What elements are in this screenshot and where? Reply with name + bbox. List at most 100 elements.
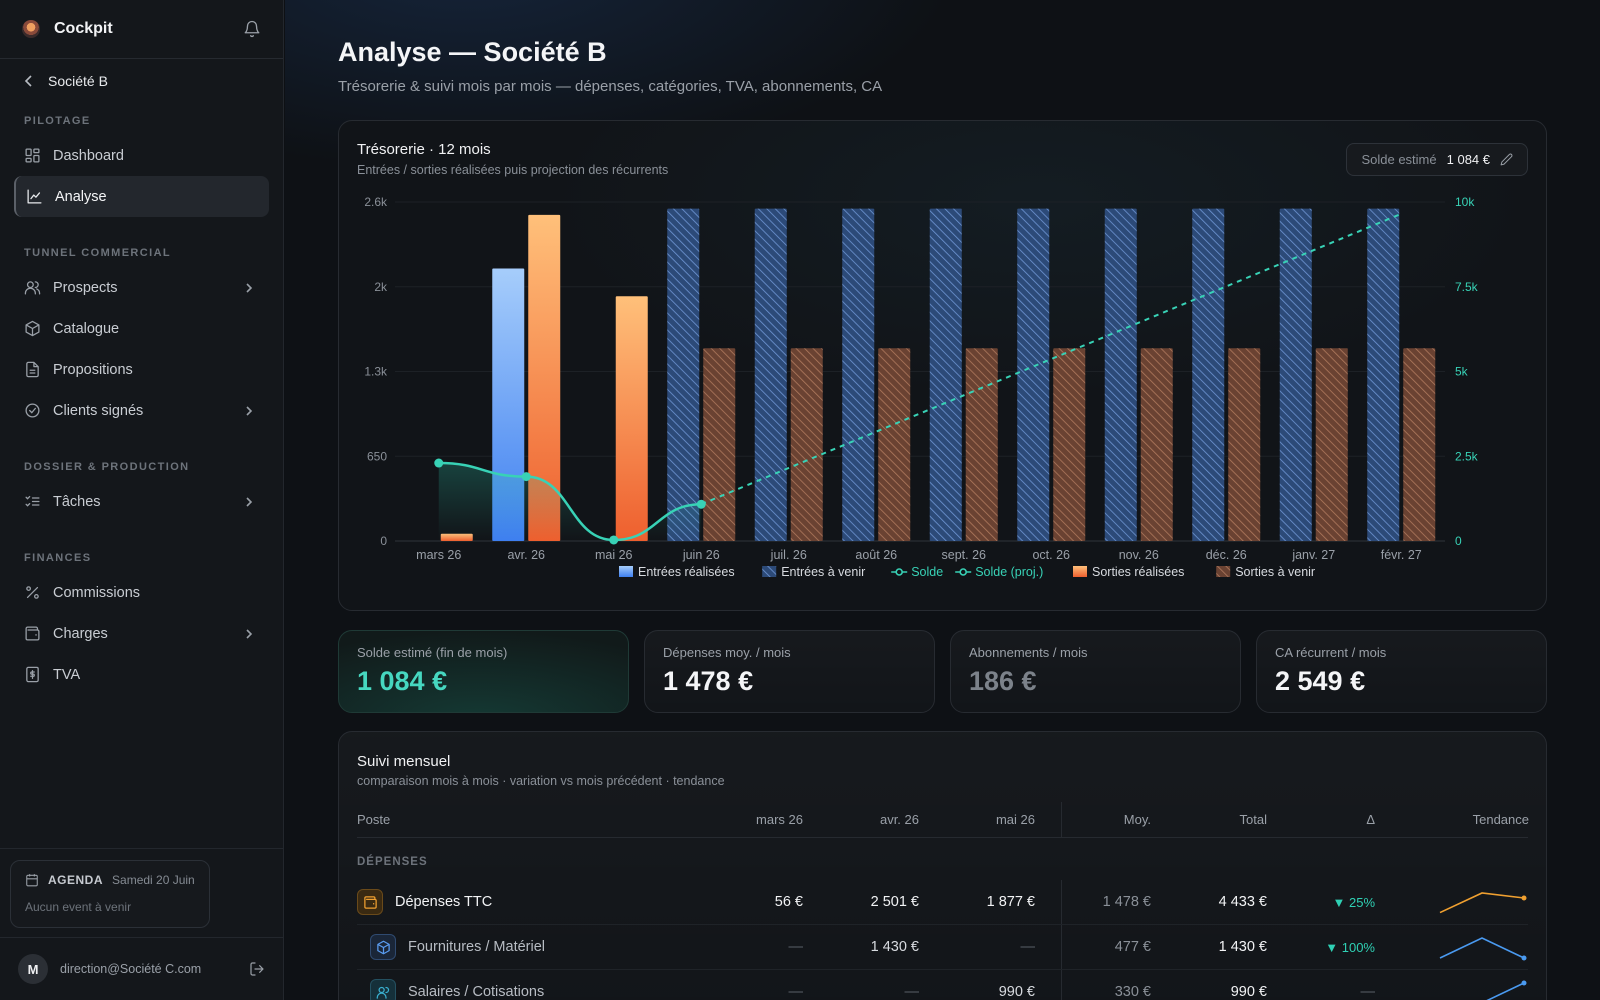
col-poste[interactable]: Poste <box>357 812 391 827</box>
logout-icon[interactable] <box>249 961 265 977</box>
legend-label: Entrées à venir <box>781 565 865 579</box>
y-right-tick-label: 10k <box>1455 195 1475 209</box>
sidebar-item-analyse[interactable]: Analyse <box>14 176 269 217</box>
sidebar-item-dashboard[interactable]: Dashboard <box>14 135 269 176</box>
monthly-tracking-card: Suivi mensuel comparaison mois à mois · … <box>338 731 1547 1000</box>
bar-entrees-a-venir <box>842 208 875 542</box>
page-subtitle: Trésorerie & suivi mois par mois — dépen… <box>338 78 883 95</box>
col-delta[interactable]: Δ <box>1366 812 1375 827</box>
x-tick-label: nov. 26 <box>1119 548 1159 562</box>
kpi-value: 2 549 € <box>1275 666 1366 696</box>
kpi-value: 1 478 € <box>663 666 754 696</box>
y-left-tick-label: 2k <box>374 280 388 294</box>
list-check-icon <box>25 495 40 507</box>
sidebar-item-clients-signes[interactable]: Clients signés <box>14 390 269 431</box>
legend-label: Solde <box>911 565 943 579</box>
solde-proj-line <box>700 212 1402 506</box>
chevron-right-icon <box>246 282 253 293</box>
sidebar-item-prospects[interactable]: Prospects <box>14 267 269 308</box>
percent-icon <box>26 586 39 599</box>
cell-m3: 990 € <box>998 984 1035 1000</box>
y-left-tick-label: 0 <box>380 534 387 548</box>
table-row[interactable]: Salaires / Cotisations — — 990 € 330 € 9… <box>357 970 1528 1000</box>
legend-swatch <box>619 566 633 577</box>
bar-entrees-a-venir <box>929 208 962 542</box>
bar-sorties-a-venir <box>703 348 736 541</box>
cell-avg: 330 € <box>1114 984 1151 1000</box>
bell-icon[interactable] <box>243 20 261 38</box>
bar-entrees-a-venir <box>667 208 700 542</box>
bar-sorties-a-venir <box>1228 348 1261 541</box>
solde-value: 1 084 € <box>1446 152 1490 167</box>
bar-sorties-a-venir <box>1140 348 1173 541</box>
solde-area <box>438 463 702 541</box>
bar-entrees-a-venir <box>1104 208 1137 542</box>
x-tick-label: oct. 26 <box>1032 548 1070 562</box>
sidebar-item-label: Catalogue <box>53 320 120 337</box>
package-icon <box>25 320 40 337</box>
sidebar-item-commissions[interactable]: Commissions <box>14 572 269 613</box>
solde-estime-pill[interactable]: Solde estimé 1 084 € <box>1346 143 1528 176</box>
user-row: M direction@Société C.com <box>18 954 265 984</box>
col-mai[interactable]: mai 26 <box>995 812 1035 827</box>
kpi-value: 1 084 € <box>357 666 448 696</box>
sidebar-item-charges[interactable]: Charges <box>14 613 269 654</box>
legend-label: Sorties à venir <box>1235 565 1315 579</box>
x-tick-label: déc. 26 <box>1206 548 1247 562</box>
y-right-tick-label: 0 <box>1455 534 1462 548</box>
table-title: Suivi mensuel <box>357 753 451 770</box>
sidebar-item-label: TVA <box>53 666 81 683</box>
legend-swatch-dot <box>895 568 904 576</box>
col-total[interactable]: Total <box>1239 812 1267 827</box>
cell-m3: — <box>1020 939 1036 955</box>
cell-delta: ▼ 100% <box>1325 939 1375 955</box>
trend-sparkline <box>1439 892 1527 914</box>
solde-point <box>521 472 531 482</box>
pencil-icon[interactable] <box>1500 153 1513 166</box>
sidebar-item-taches[interactable]: Tâches <box>14 481 269 522</box>
table-row[interactable]: Fournitures / Matériel — 1 430 € — 477 €… <box>357 925 1528 970</box>
sparkline-end-point <box>1521 895 1527 901</box>
col-mars[interactable]: mars 26 <box>756 812 803 827</box>
sidebar-item-label: Dashboard <box>53 147 124 164</box>
bar-entrees-a-venir <box>1367 208 1400 542</box>
sidebar-item-label: Prospects <box>53 279 118 296</box>
treasury-chart-card: 0 650 1.3k 2k 2.6k 0 2.5k 5k 7.5k 10k mars 26 avr. … <box>338 120 1547 611</box>
section-tunnel: TUNNEL COMMERCIAL <box>24 247 172 259</box>
solde-point <box>609 535 619 545</box>
users-icon <box>24 281 41 295</box>
users-icon <box>370 979 396 1000</box>
sidebar-item-label: Charges <box>53 625 108 642</box>
y-right-tick-label: 2.5k <box>1455 449 1479 463</box>
bar-sorties-a-venir <box>790 348 823 541</box>
cell-m2: 2 501 € <box>870 894 919 910</box>
table-row[interactable]: Dépenses TTC 56 € 2 501 € 1 877 € 1 478 … <box>357 880 1528 925</box>
y-right-tick-label: 5k <box>1455 365 1469 379</box>
section-dossier: DOSSIER & PRODUCTION <box>24 461 190 473</box>
cell-m1: — <box>788 939 804 955</box>
x-tick-label: juin 26 <box>682 548 720 562</box>
back-to-company[interactable]: Société B <box>0 61 283 101</box>
check-circle-icon <box>25 403 40 418</box>
x-tick-label: avr. 26 <box>507 548 545 562</box>
wallet-icon <box>25 626 40 641</box>
y-left-tick-label: 650 <box>367 449 387 463</box>
column-separator <box>1061 970 1062 1000</box>
cell-total: 1 430 € <box>1218 939 1267 955</box>
bar-entrees-a-venir <box>1279 208 1312 542</box>
agenda-date: Samedi 20 Juin <box>112 873 195 887</box>
avatar[interactable]: M <box>18 954 48 984</box>
y-left-tick-label: 1.3k <box>364 365 388 379</box>
col-moy[interactable]: Moy. <box>1123 812 1151 827</box>
page-title: Analyse — Société B <box>338 37 607 67</box>
agenda-widget[interactable]: AGENDA Samedi 20 Juin Aucun event à veni… <box>10 860 210 928</box>
x-tick-label: févr. 27 <box>1381 548 1422 562</box>
sidebar-item-tva[interactable]: TVA <box>14 654 269 695</box>
trend-sparkline <box>1439 937 1527 961</box>
sidebar-item-propositions[interactable]: Propositions <box>14 349 269 390</box>
kpi-label: CA récurrent / mois <box>1275 645 1387 660</box>
col-tendance[interactable]: Tendance <box>1472 812 1529 827</box>
sidebar-item-catalogue[interactable]: Catalogue <box>14 308 269 349</box>
sparkline-end-point <box>1521 980 1527 986</box>
col-avr[interactable]: avr. 26 <box>879 812 919 827</box>
